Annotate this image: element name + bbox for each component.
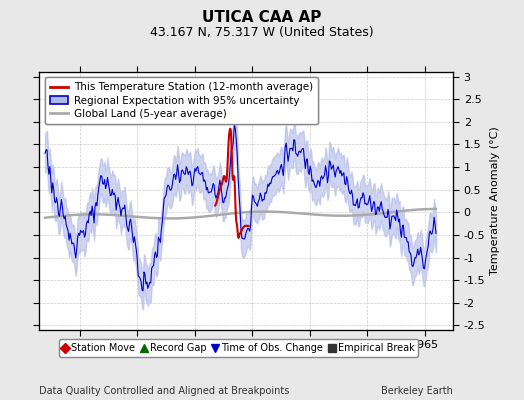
Text: Data Quality Controlled and Aligned at Breakpoints: Data Quality Controlled and Aligned at B… bbox=[39, 386, 290, 396]
Text: 43.167 N, 75.317 W (United States): 43.167 N, 75.317 W (United States) bbox=[150, 26, 374, 39]
Y-axis label: Temperature Anomaly (°C): Temperature Anomaly (°C) bbox=[489, 127, 499, 275]
Legend: This Temperature Station (12-month average), Regional Expectation with 95% uncer: This Temperature Station (12-month avera… bbox=[45, 77, 318, 124]
Text: Berkeley Earth: Berkeley Earth bbox=[381, 386, 453, 396]
Text: UTICA CAA AP: UTICA CAA AP bbox=[202, 10, 322, 25]
Legend: Station Move, Record Gap, Time of Obs. Change, Empirical Break: Station Move, Record Gap, Time of Obs. C… bbox=[59, 339, 418, 357]
